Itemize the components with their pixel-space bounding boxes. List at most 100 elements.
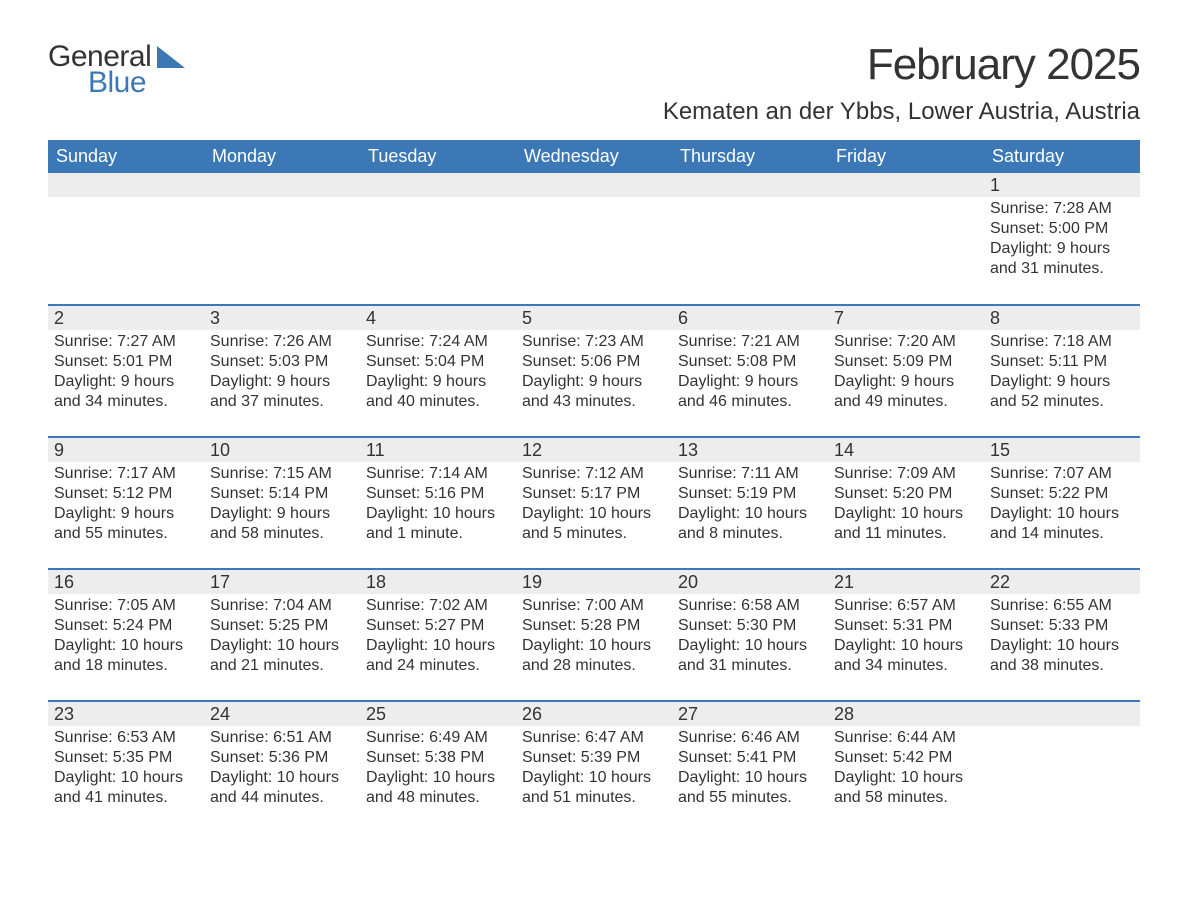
daylight-line2: and 49 minutes. [834,392,978,412]
sunrise-line: Sunrise: 7:27 AM [54,332,198,352]
day-number: 16 [48,570,204,594]
calendar-cell: 28Sunrise: 6:44 AMSunset: 5:42 PMDayligh… [828,701,984,833]
day-detail: Sunrise: 6:49 AMSunset: 5:38 PMDaylight:… [360,726,516,814]
daylight-line1: Daylight: 10 hours [990,636,1134,656]
daylight-line1: Daylight: 9 hours [54,372,198,392]
weekday-header: Thursday [672,140,828,173]
daylight-line2: and 43 minutes. [522,392,666,412]
day-detail: Sunrise: 7:28 AMSunset: 5:00 PMDaylight:… [984,197,1140,285]
calendar-cell: 8Sunrise: 7:18 AMSunset: 5:11 PMDaylight… [984,305,1140,437]
sunset-line: Sunset: 5:36 PM [210,748,354,768]
calendar-cell: 3Sunrise: 7:26 AMSunset: 5:03 PMDaylight… [204,305,360,437]
day-detail: Sunrise: 7:27 AMSunset: 5:01 PMDaylight:… [48,330,204,418]
brand-logo: General Blue [48,40,185,100]
sunset-line: Sunset: 5:03 PM [210,352,354,372]
calendar-cell [828,173,984,305]
daylight-line2: and 58 minutes. [210,524,354,544]
daylight-line1: Daylight: 10 hours [54,636,198,656]
brand-part2: Blue [88,66,151,100]
header: General Blue February 2025 Kematen an de… [48,40,1140,136]
sunset-line: Sunset: 5:14 PM [210,484,354,504]
sunrise-line: Sunrise: 6:55 AM [990,596,1134,616]
daylight-line1: Daylight: 10 hours [210,768,354,788]
daylight-line1: Daylight: 10 hours [834,504,978,524]
day-number: 21 [828,570,984,594]
calendar-week-row: 16Sunrise: 7:05 AMSunset: 5:24 PMDayligh… [48,569,1140,701]
sunset-line: Sunset: 5:30 PM [678,616,822,636]
sunrise-line: Sunrise: 7:02 AM [366,596,510,616]
sunrise-line: Sunrise: 7:23 AM [522,332,666,352]
day-number: 23 [48,702,204,726]
sunrise-line: Sunrise: 6:58 AM [678,596,822,616]
day-detail: Sunrise: 7:24 AMSunset: 5:04 PMDaylight:… [360,330,516,418]
daylight-line1: Daylight: 9 hours [366,372,510,392]
calendar-cell: 24Sunrise: 6:51 AMSunset: 5:36 PMDayligh… [204,701,360,833]
calendar-cell: 7Sunrise: 7:20 AMSunset: 5:09 PMDaylight… [828,305,984,437]
calendar-cell: 13Sunrise: 7:11 AMSunset: 5:19 PMDayligh… [672,437,828,569]
daylight-line1: Daylight: 9 hours [678,372,822,392]
day-detail: Sunrise: 7:11 AMSunset: 5:19 PMDaylight:… [672,462,828,550]
weekday-header: Monday [204,140,360,173]
sunset-line: Sunset: 5:42 PM [834,748,978,768]
sunset-line: Sunset: 5:06 PM [522,352,666,372]
sunset-line: Sunset: 5:19 PM [678,484,822,504]
day-number [672,173,828,197]
day-detail: Sunrise: 7:23 AMSunset: 5:06 PMDaylight:… [516,330,672,418]
day-number: 20 [672,570,828,594]
sunrise-line: Sunrise: 6:44 AM [834,728,978,748]
day-number: 19 [516,570,672,594]
sunset-line: Sunset: 5:08 PM [678,352,822,372]
daylight-line1: Daylight: 9 hours [54,504,198,524]
day-detail: Sunrise: 6:44 AMSunset: 5:42 PMDaylight:… [828,726,984,814]
sunrise-line: Sunrise: 7:04 AM [210,596,354,616]
day-number: 9 [48,438,204,462]
daylight-line2: and 58 minutes. [834,788,978,808]
day-detail: Sunrise: 6:58 AMSunset: 5:30 PMDaylight:… [672,594,828,682]
day-detail: Sunrise: 7:05 AMSunset: 5:24 PMDaylight:… [48,594,204,682]
daylight-line2: and 55 minutes. [678,788,822,808]
calendar-cell: 26Sunrise: 6:47 AMSunset: 5:39 PMDayligh… [516,701,672,833]
daylight-line1: Daylight: 10 hours [54,768,198,788]
weekday-header: Wednesday [516,140,672,173]
sunrise-line: Sunrise: 7:21 AM [678,332,822,352]
sunrise-line: Sunrise: 7:17 AM [54,464,198,484]
calendar-cell: 10Sunrise: 7:15 AMSunset: 5:14 PMDayligh… [204,437,360,569]
sunrise-line: Sunrise: 7:14 AM [366,464,510,484]
day-detail: Sunrise: 7:02 AMSunset: 5:27 PMDaylight:… [360,594,516,682]
day-detail: Sunrise: 7:20 AMSunset: 5:09 PMDaylight:… [828,330,984,418]
calendar-cell [360,173,516,305]
daylight-line2: and 11 minutes. [834,524,978,544]
daylight-line1: Daylight: 9 hours [210,504,354,524]
sunset-line: Sunset: 5:41 PM [678,748,822,768]
daylight-line2: and 21 minutes. [210,656,354,676]
day-detail: Sunrise: 7:09 AMSunset: 5:20 PMDaylight:… [828,462,984,550]
daylight-line1: Daylight: 10 hours [678,504,822,524]
sunrise-line: Sunrise: 7:26 AM [210,332,354,352]
calendar-cell: 15Sunrise: 7:07 AMSunset: 5:22 PMDayligh… [984,437,1140,569]
sunset-line: Sunset: 5:25 PM [210,616,354,636]
day-detail: Sunrise: 7:18 AMSunset: 5:11 PMDaylight:… [984,330,1140,418]
sunset-line: Sunset: 5:35 PM [54,748,198,768]
sunset-line: Sunset: 5:38 PM [366,748,510,768]
daylight-line2: and 44 minutes. [210,788,354,808]
day-detail: Sunrise: 7:21 AMSunset: 5:08 PMDaylight:… [672,330,828,418]
calendar-cell: 16Sunrise: 7:05 AMSunset: 5:24 PMDayligh… [48,569,204,701]
day-detail: Sunrise: 6:57 AMSunset: 5:31 PMDaylight:… [828,594,984,682]
daylight-line2: and 51 minutes. [522,788,666,808]
daylight-line2: and 34 minutes. [54,392,198,412]
calendar-cell: 11Sunrise: 7:14 AMSunset: 5:16 PMDayligh… [360,437,516,569]
day-number: 5 [516,306,672,330]
day-detail: Sunrise: 7:14 AMSunset: 5:16 PMDaylight:… [360,462,516,550]
calendar-cell: 27Sunrise: 6:46 AMSunset: 5:41 PMDayligh… [672,701,828,833]
daylight-line2: and 14 minutes. [990,524,1134,544]
sunrise-line: Sunrise: 7:18 AM [990,332,1134,352]
sunrise-line: Sunrise: 6:57 AM [834,596,978,616]
sunrise-line: Sunrise: 7:12 AM [522,464,666,484]
daylight-line2: and 18 minutes. [54,656,198,676]
calendar-table: Sunday Monday Tuesday Wednesday Thursday… [48,140,1140,833]
day-number: 28 [828,702,984,726]
calendar-cell: 18Sunrise: 7:02 AMSunset: 5:27 PMDayligh… [360,569,516,701]
day-detail: Sunrise: 6:46 AMSunset: 5:41 PMDaylight:… [672,726,828,814]
calendar-cell [984,701,1140,833]
calendar-cell: 14Sunrise: 7:09 AMSunset: 5:20 PMDayligh… [828,437,984,569]
